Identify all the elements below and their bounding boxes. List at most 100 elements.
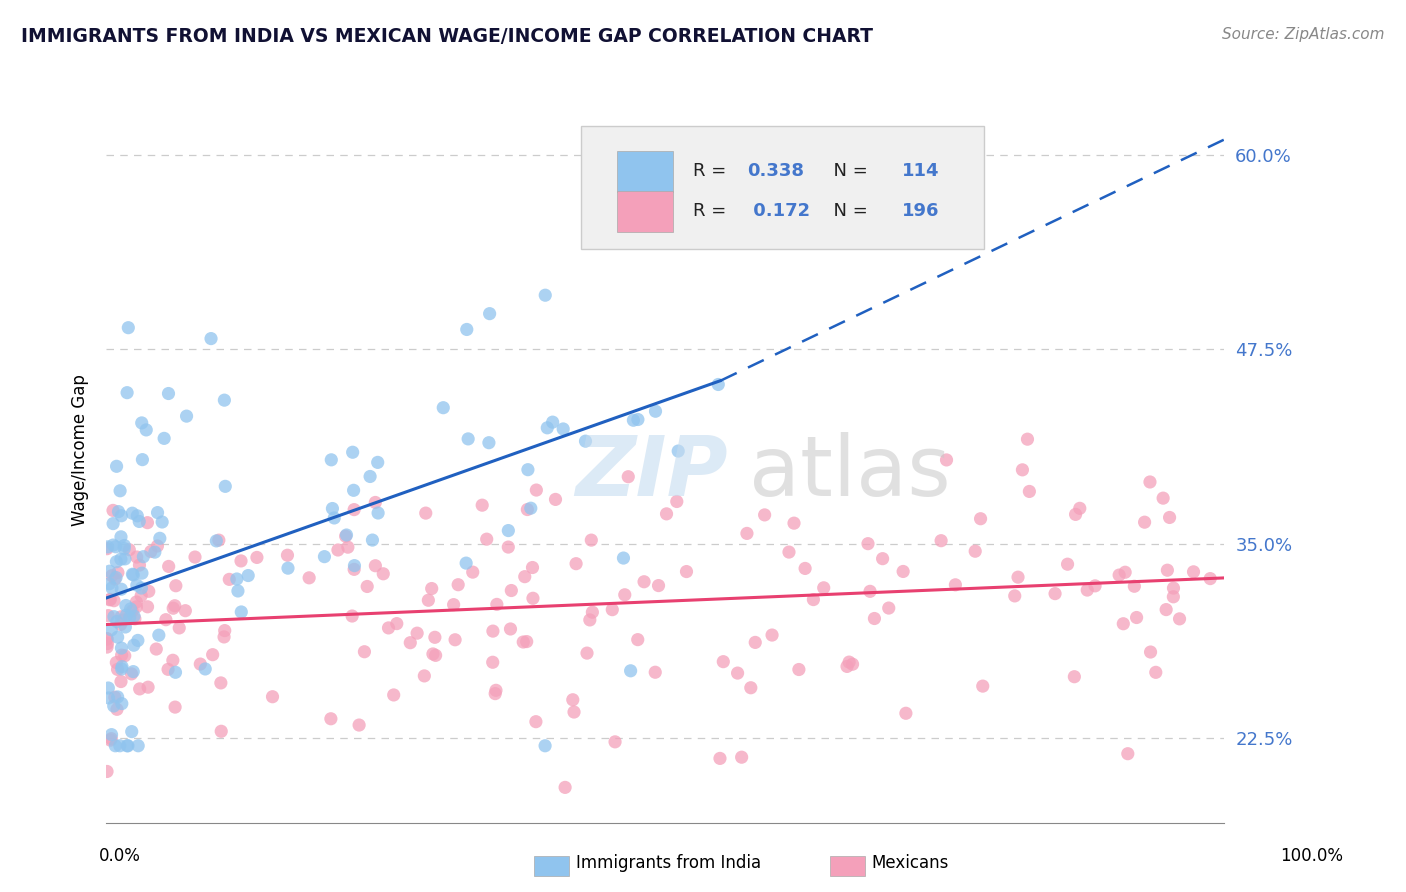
Point [935, 453, 957, 467]
Point [110, 530, 132, 544]
Point [481, 655, 503, 669]
Point [1139, 645, 1161, 659]
Text: 0.172: 0.172 [747, 202, 810, 220]
Point [761, 628, 783, 642]
Point [516, 502, 538, 516]
Point [891, 565, 914, 579]
Point [353, 645, 375, 659]
Point [276, 548, 298, 562]
Point [132, 549, 155, 564]
Point [456, 556, 478, 570]
Point [121, 506, 143, 520]
Point [209, 676, 232, 690]
Point [364, 495, 387, 509]
Point [425, 648, 447, 663]
Point [97, 608, 120, 623]
Point [212, 630, 235, 644]
Point [124, 612, 146, 626]
Point [121, 567, 143, 582]
Point [894, 706, 917, 721]
Point [131, 566, 153, 581]
Point [277, 561, 299, 575]
Text: ZIP: ZIP [575, 433, 728, 513]
Point [711, 655, 734, 669]
Point [335, 529, 357, 543]
Point [231, 605, 253, 619]
Point [214, 624, 236, 638]
Point [444, 632, 467, 647]
Point [665, 494, 688, 508]
Point [131, 416, 153, 430]
Point [129, 589, 152, 603]
Point [972, 679, 994, 693]
Text: 0.338: 0.338 [747, 162, 804, 180]
Point [1064, 508, 1087, 522]
Text: Source: ZipAtlas.com: Source: ZipAtlas.com [1222, 27, 1385, 42]
Point [165, 579, 187, 593]
Point [406, 626, 429, 640]
Point [707, 377, 730, 392]
Point [484, 687, 506, 701]
Point [856, 536, 879, 550]
Point [162, 653, 184, 667]
Point [176, 409, 198, 424]
Point [131, 452, 153, 467]
Point [108, 739, 131, 753]
Point [655, 507, 678, 521]
Point [385, 616, 408, 631]
Point [644, 665, 666, 680]
Point [343, 562, 366, 576]
Point [778, 545, 800, 559]
Text: IMMIGRANTS FROM INDIA VS MEXICAN WAGE/INCOME GAP CORRELATION CHART: IMMIGRANTS FROM INDIA VS MEXICAN WAGE/IN… [21, 27, 873, 45]
Point [157, 386, 180, 401]
Point [1112, 616, 1135, 631]
Point [97, 690, 120, 705]
Point [516, 634, 538, 648]
Point [461, 565, 484, 579]
Point [1063, 670, 1085, 684]
Point [184, 550, 207, 565]
Point [342, 445, 364, 459]
Point [1123, 579, 1146, 593]
Point [246, 550, 269, 565]
Point [238, 568, 260, 582]
Point [110, 582, 132, 597]
Point [96, 632, 118, 646]
Point [98, 592, 121, 607]
Point [110, 674, 132, 689]
Text: N =: N = [821, 162, 873, 180]
Point [111, 697, 134, 711]
Point [97, 681, 120, 695]
Point [735, 526, 758, 541]
Point [863, 611, 886, 625]
Point [122, 638, 145, 652]
Point [413, 669, 436, 683]
Point [163, 599, 186, 613]
Text: atlas: atlas [749, 433, 950, 513]
Point [343, 558, 366, 573]
Text: 100.0%: 100.0% [1279, 847, 1343, 865]
Point [136, 599, 159, 614]
Point [101, 516, 124, 531]
Point [447, 578, 470, 592]
Point [524, 483, 547, 497]
Point [174, 604, 197, 618]
Point [744, 635, 766, 649]
Point [1116, 747, 1139, 761]
Point [1163, 590, 1185, 604]
Point [150, 515, 173, 529]
Point [1114, 566, 1136, 580]
Point [139, 544, 162, 558]
Point [675, 565, 697, 579]
Point [112, 613, 135, 627]
Point [121, 604, 143, 618]
Point [501, 583, 523, 598]
Point [155, 613, 177, 627]
Point [98, 576, 121, 591]
Point [105, 615, 128, 629]
Point [162, 601, 184, 615]
Point [565, 557, 588, 571]
Point [110, 552, 132, 566]
Point [367, 455, 389, 469]
Point [499, 622, 522, 636]
